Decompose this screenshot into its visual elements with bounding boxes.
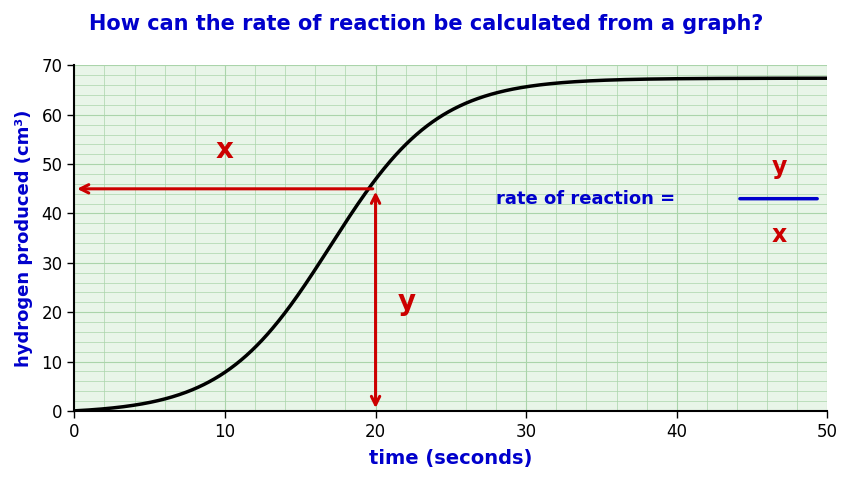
Text: y: y	[398, 288, 416, 316]
Y-axis label: hydrogen produced (cm³): hydrogen produced (cm³)	[15, 110, 33, 367]
Text: How can the rate of reaction be calculated from a graph?: How can the rate of reaction be calculat…	[89, 14, 763, 34]
Text: rate of reaction =: rate of reaction =	[496, 190, 681, 208]
X-axis label: time (seconds): time (seconds)	[369, 449, 532, 468]
Text: x: x	[771, 223, 786, 247]
Text: x: x	[216, 136, 233, 164]
Text: y: y	[771, 155, 786, 179]
